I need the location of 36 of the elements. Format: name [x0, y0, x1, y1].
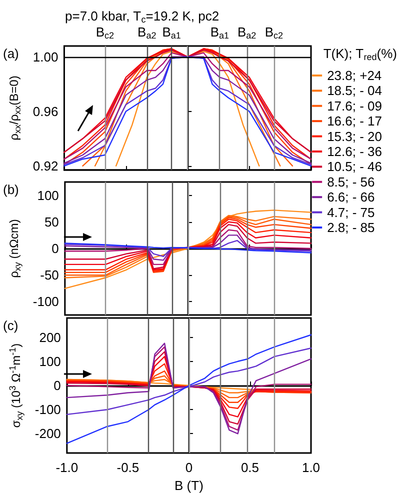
- legend-label: 16.6; - 17: [327, 114, 382, 129]
- text: (b): [3, 182, 19, 197]
- legend-label: 8.5; - 56: [327, 174, 375, 190]
- text: (a): [3, 46, 19, 61]
- text: σxy (103 Ω-1m-1): [8, 343, 24, 428]
- x-tick-label: 0: [185, 460, 193, 475]
- x-tick-label: -1.0: [56, 460, 78, 475]
- legend-label: 2.8; - 85: [327, 220, 375, 235]
- y-tick-label: 0.92: [32, 158, 58, 174]
- y-tick-label: -50: [40, 268, 59, 283]
- y-tick-label: 0.96: [32, 104, 58, 119]
- y-axis-title: ρxx/ρxx(B=0): [7, 76, 22, 140]
- y-tick-label: 50: [44, 214, 59, 230]
- x-tick-label: 1.0: [302, 460, 320, 475]
- y-axis-title: ρxy (nΩcm): [7, 219, 22, 278]
- x-axis-title: B (T): [174, 478, 204, 493]
- y-tick-label: 0: [52, 241, 59, 256]
- text: (c): [3, 318, 18, 333]
- legend-label: 6.6; - 66: [327, 190, 375, 205]
- y-tick-label: -100: [34, 402, 61, 418]
- y-tick-label: 200: [39, 330, 61, 345]
- legend-label: 15.3; - 20: [327, 128, 382, 144]
- legend-label: 23.8; +24: [327, 68, 382, 83]
- x-tick-label: 0.5: [240, 460, 260, 475]
- legend-label: 4.7; - 75: [327, 204, 375, 220]
- legend-label: 18.5; - 04: [327, 83, 382, 98]
- legend-label: 10.5; - 46: [327, 159, 382, 174]
- y-tick-label: 0: [54, 378, 61, 393]
- x-tick-label: -0.5: [116, 460, 140, 475]
- legend-label: 17.6; - 09: [327, 98, 382, 114]
- y-tick-label: 100: [37, 188, 59, 203]
- y-tick-label: -200: [34, 426, 61, 442]
- legend-label: 12.6; - 36: [327, 144, 382, 159]
- y-tick-label: 100: [39, 354, 61, 369]
- y-tick-label: 1.00: [32, 49, 58, 64]
- y-tick-label: -100: [32, 294, 59, 310]
